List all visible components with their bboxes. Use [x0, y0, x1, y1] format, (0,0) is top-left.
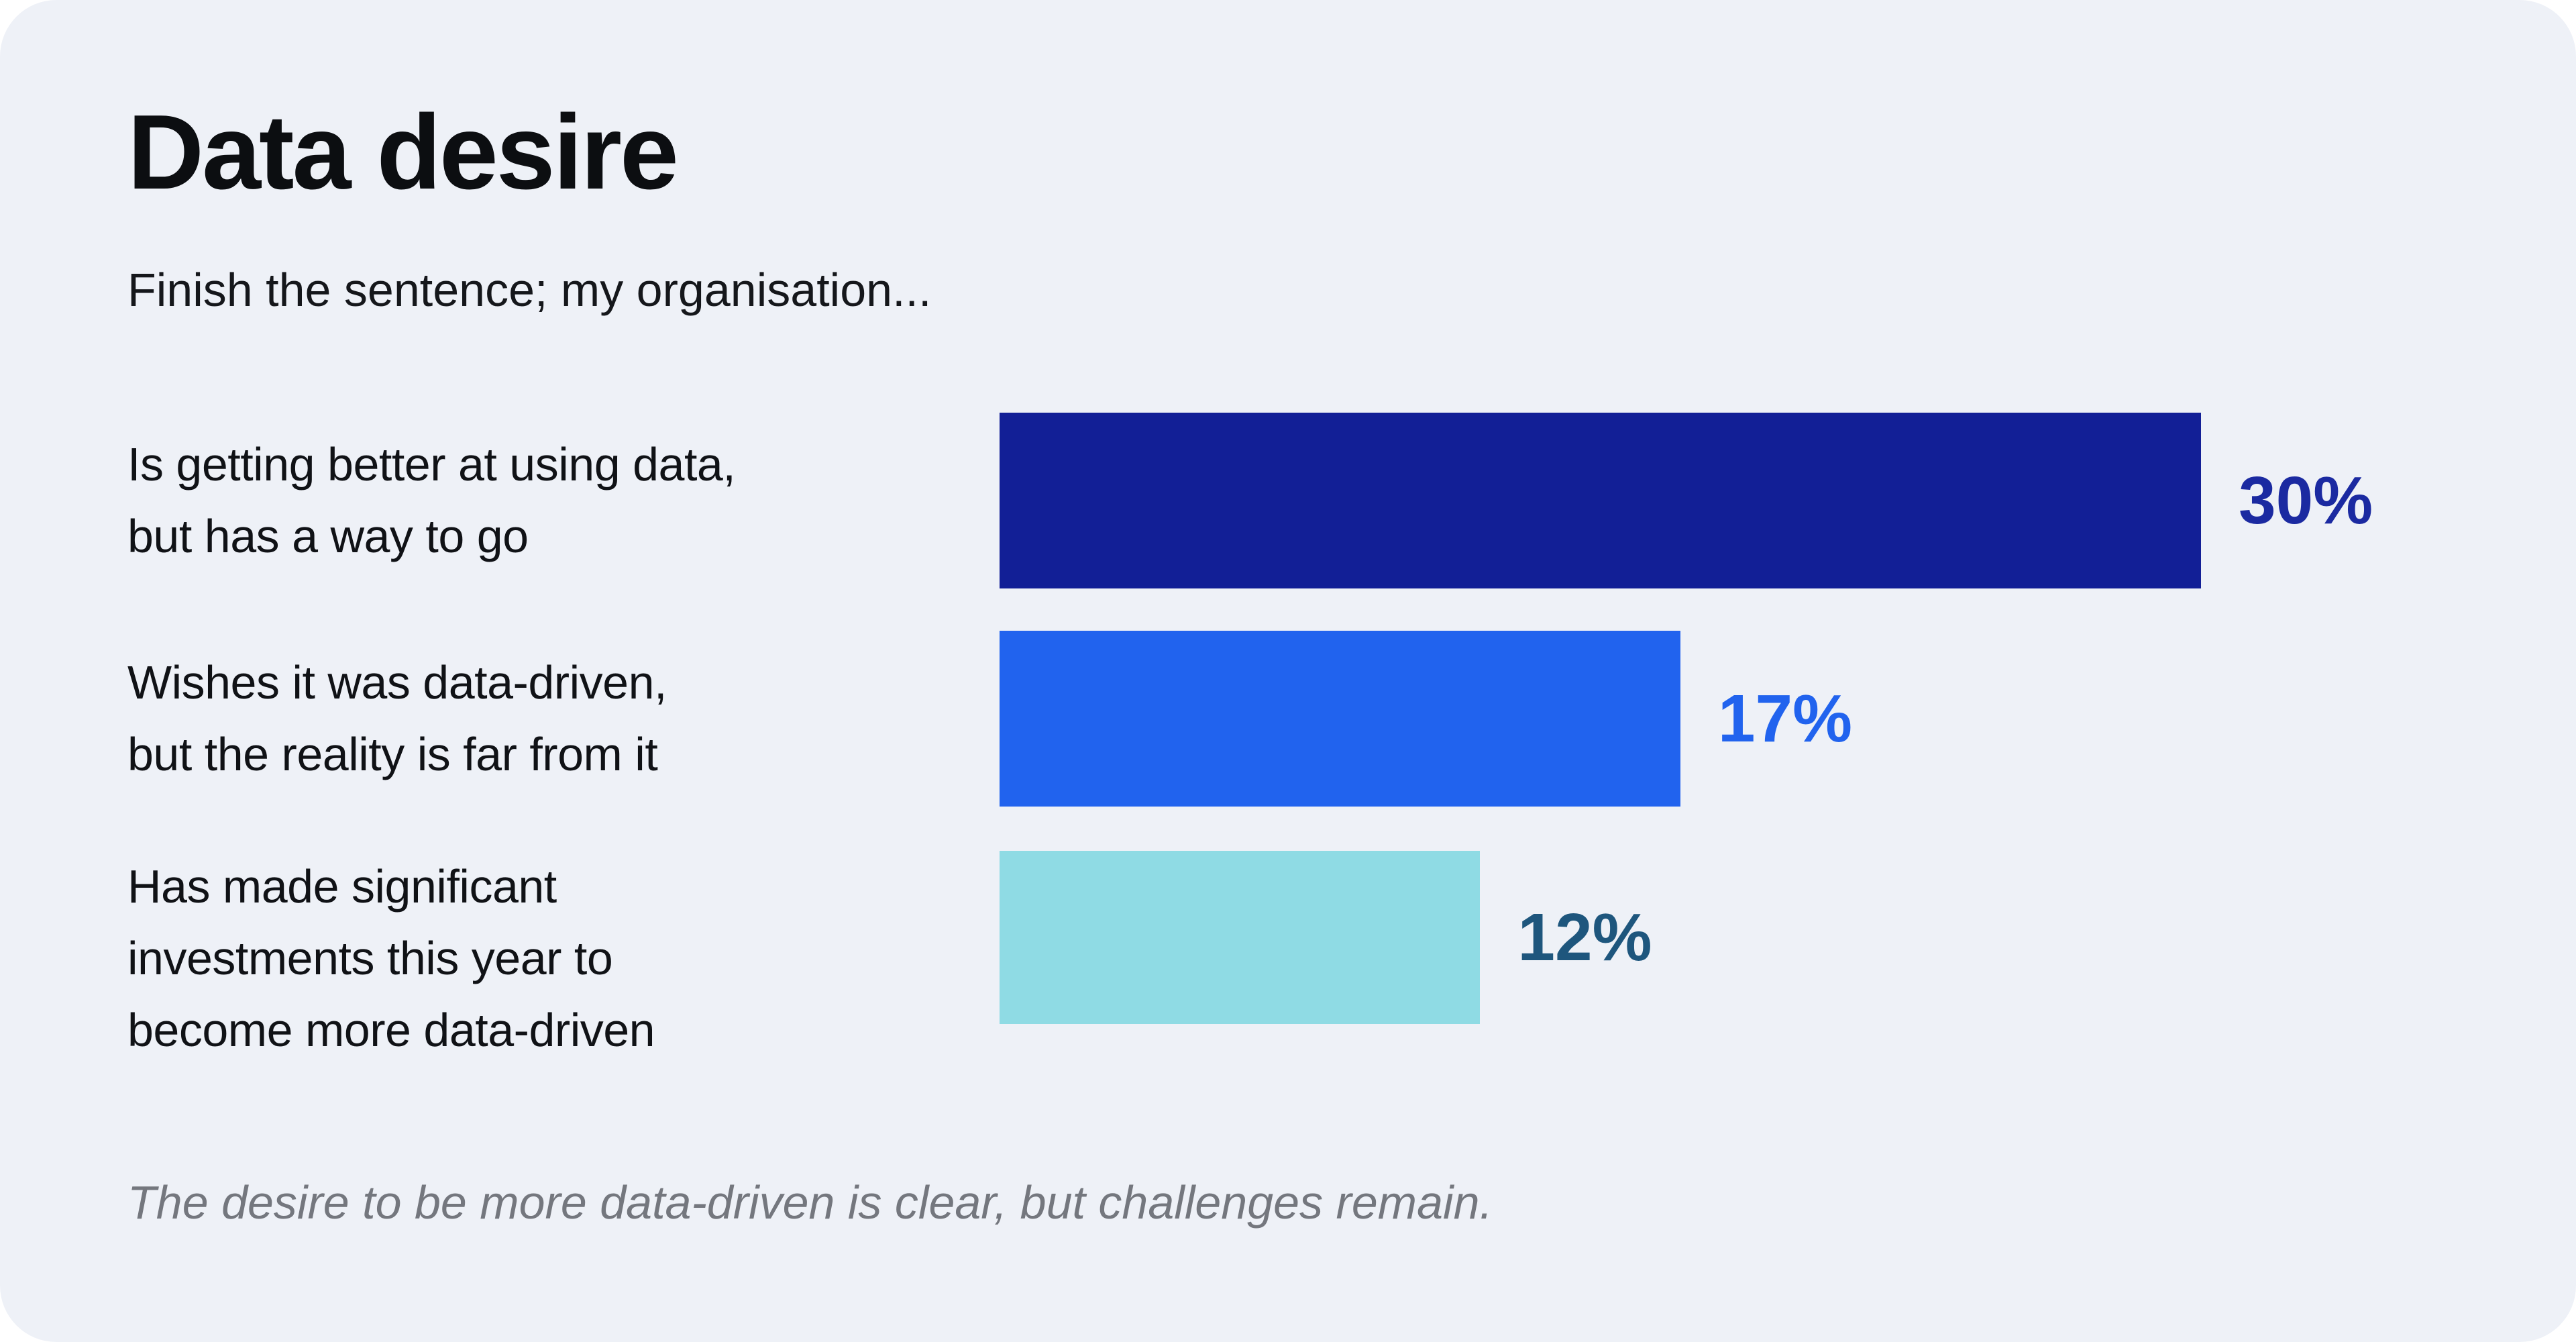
category-label-line: Is getting better at using data,: [127, 438, 736, 491]
category-label-line: investments this year to: [127, 932, 613, 984]
bar: [1000, 851, 1481, 1024]
bar-row: Wishes it was data-driven, but the realit…: [127, 631, 2522, 807]
bar-area: 17%: [1000, 631, 2522, 807]
category-label-line: but the reality is far from it: [127, 728, 658, 780]
category-label-line: but has a way to go: [127, 510, 529, 562]
category-label-line: Wishes it was data-driven,: [127, 656, 667, 709]
category-label-line: become more data-driven: [127, 1004, 655, 1056]
bar: [1000, 631, 1680, 807]
category-label: Has made significant investments this yea…: [127, 851, 1000, 1066]
bar: [1000, 413, 2201, 588]
bar-area: 12%: [1000, 851, 2522, 1024]
category-label-line: Has made significant: [127, 860, 557, 913]
value-label: 12%: [1517, 899, 1652, 975]
bar-row: Is getting better at using data, but has …: [127, 413, 2522, 588]
bar-chart: Is getting better at using data, but has …: [127, 413, 2522, 1066]
bar-row: Has made significant investments this yea…: [127, 851, 2522, 1066]
value-label: 17%: [1717, 680, 1853, 756]
category-label: Wishes it was data-driven, but the realit…: [127, 647, 1000, 790]
chart-footnote: The desire to be more data-driven is cle…: [127, 1176, 1493, 1229]
chart-subtitle: Finish the sentence; my organisation...: [127, 264, 932, 316]
chart-title: Data desire: [127, 93, 679, 211]
value-label: 30%: [2239, 462, 2373, 538]
category-label: Is getting better at using data, but has …: [127, 429, 1000, 572]
bar-area: 30%: [1000, 413, 2522, 588]
